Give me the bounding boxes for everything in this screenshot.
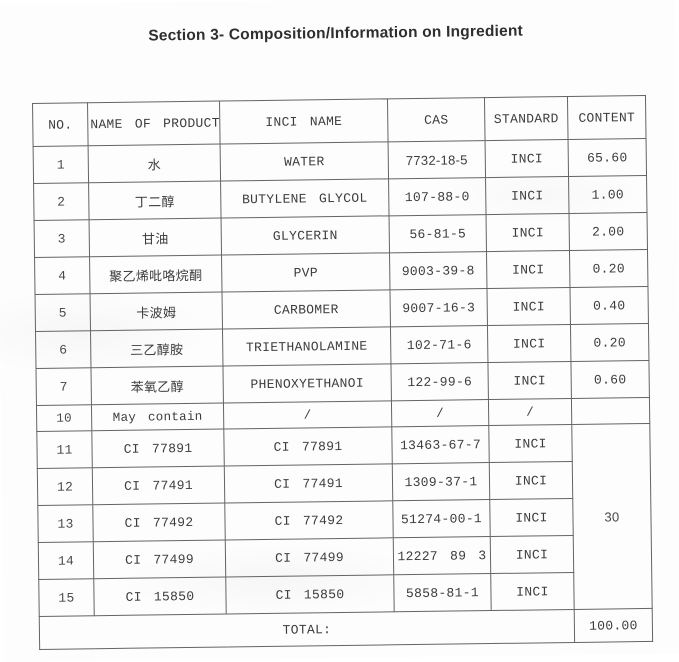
cell-content-merged: 30 (571, 423, 653, 610)
cell-inci-name: PVP (221, 252, 390, 293)
col-header-content: CONTENT (567, 95, 647, 140)
total-label: TOTAL: (39, 609, 575, 650)
cell-cas: / (391, 399, 489, 427)
cell-inci-name: CI 15850 (225, 574, 395, 615)
cell-no: 4 (34, 256, 91, 295)
cell-no: 14 (38, 541, 94, 580)
cell-no: 13 (37, 504, 94, 543)
cell-content: 0.60 (570, 360, 650, 399)
cell-cas: 7732-18-5 (388, 140, 486, 179)
cell-inci-name: CI 77891 (223, 426, 393, 467)
cell-inci-name: TRIETHANOLAMINE (222, 326, 391, 367)
cell-product-name: CI 77491 (92, 466, 225, 505)
cell-standard: INCI (486, 287, 571, 326)
cell-product-name: 三乙醇胺 (90, 329, 223, 368)
cell-product-name: 甘油 (89, 218, 222, 257)
cell-cas: 1309-37-1 (392, 462, 490, 501)
cell-content: 2.00 (569, 212, 648, 251)
cell-inci-name: CI 77491 (224, 463, 393, 504)
cell-content: 0.20 (570, 323, 649, 362)
cell-no: 15 (38, 578, 95, 617)
cell-cas: 56-81-5 (389, 214, 487, 253)
cell-product-name: 聚乙烯吡咯烷酮 (89, 255, 223, 294)
cell-cas: 51274-00-1 (392, 499, 491, 538)
cell-no: 6 (35, 330, 91, 369)
cell-standard: INCI (486, 250, 570, 289)
cell-cas: 102-71-6 (390, 325, 488, 364)
total-row: TOTAL: 100.00 (39, 608, 653, 650)
cell-cas: 5858-81-1 (393, 573, 492, 612)
cell-no: 3 (34, 219, 90, 258)
cell-cas: 12227 89 3 (393, 536, 491, 575)
cell-product-name: 卡波姆 (90, 292, 223, 331)
cell-standard: INCI (490, 572, 575, 611)
cell-inci-name: GLYCERIN (221, 215, 390, 256)
cell-cas: 122-99-6 (390, 362, 489, 401)
cell-no: 2 (33, 182, 90, 221)
cell-no: 12 (37, 467, 93, 506)
cell-standard: INCI (489, 461, 573, 500)
col-header-cas: CAS (387, 97, 486, 142)
cell-inci-name: WATER (220, 141, 389, 182)
total-value: 100.00 (574, 608, 653, 643)
cell-inci-name: / (223, 400, 392, 430)
cell-product-name: CI 77499 (93, 540, 226, 579)
cell-product-name: 丁二醇 (88, 181, 222, 220)
cell-product-name: 水 (88, 144, 221, 183)
cell-inci-name: BUTYLENE GLYCOL (220, 178, 390, 219)
cell-content-empty (571, 397, 650, 425)
cell-no: 5 (35, 293, 91, 332)
col-header-inci: INCI NAME (219, 98, 389, 145)
cell-content: 0.40 (569, 286, 649, 325)
cell-standard: / (488, 398, 572, 426)
cell-product-name: May contain (91, 403, 224, 431)
cell-standard: INCI (487, 324, 571, 363)
cell-no: 7 (35, 367, 92, 406)
cell-cas: 9007-16-3 (389, 288, 488, 327)
cell-standard: INCI (485, 176, 570, 215)
cell-cas: 13463-67-7 (391, 425, 490, 464)
cell-product-name: CI 77492 (92, 503, 226, 542)
cell-no: 1 (33, 145, 89, 184)
cell-inci-name: CARBOMER (222, 289, 391, 330)
cell-content: 65.60 (568, 138, 647, 177)
cell-inci-name: CI 77492 (224, 500, 394, 541)
cell-product-name: CI 15850 (93, 577, 227, 616)
cell-cas: 107-88-0 (388, 177, 487, 216)
cell-inci-name: CI 77499 (225, 537, 394, 578)
col-header-name: NAME OF PRODUCT (87, 101, 221, 146)
cell-standard: INCI (487, 361, 572, 400)
cell-cas: 9003-39-8 (389, 251, 487, 290)
col-header-no: NO. (32, 102, 89, 147)
cell-content: 1.00 (568, 175, 648, 214)
cell-content: 0.20 (569, 249, 648, 288)
section-title: Section 3- Composition/Information on In… (148, 22, 524, 45)
cell-inci-name: PHENOXYETHANOI (222, 363, 392, 404)
cell-no: 10 (36, 404, 92, 432)
cell-standard: INCI (489, 498, 574, 537)
cell-standard: INCI (485, 139, 569, 178)
ingredients-table: NO. NAME OF PRODUCT INCI NAME CAS STANDA… (32, 95, 653, 650)
cell-standard: INCI (486, 213, 570, 252)
cell-no: 11 (36, 430, 93, 469)
cell-standard: INCI (490, 535, 574, 574)
cell-standard: INCI (488, 424, 573, 463)
cell-product-name: 苯氧乙醇 (90, 366, 224, 405)
col-header-standard: STANDARD (484, 96, 569, 141)
cell-product-name: CI 77891 (91, 429, 225, 468)
